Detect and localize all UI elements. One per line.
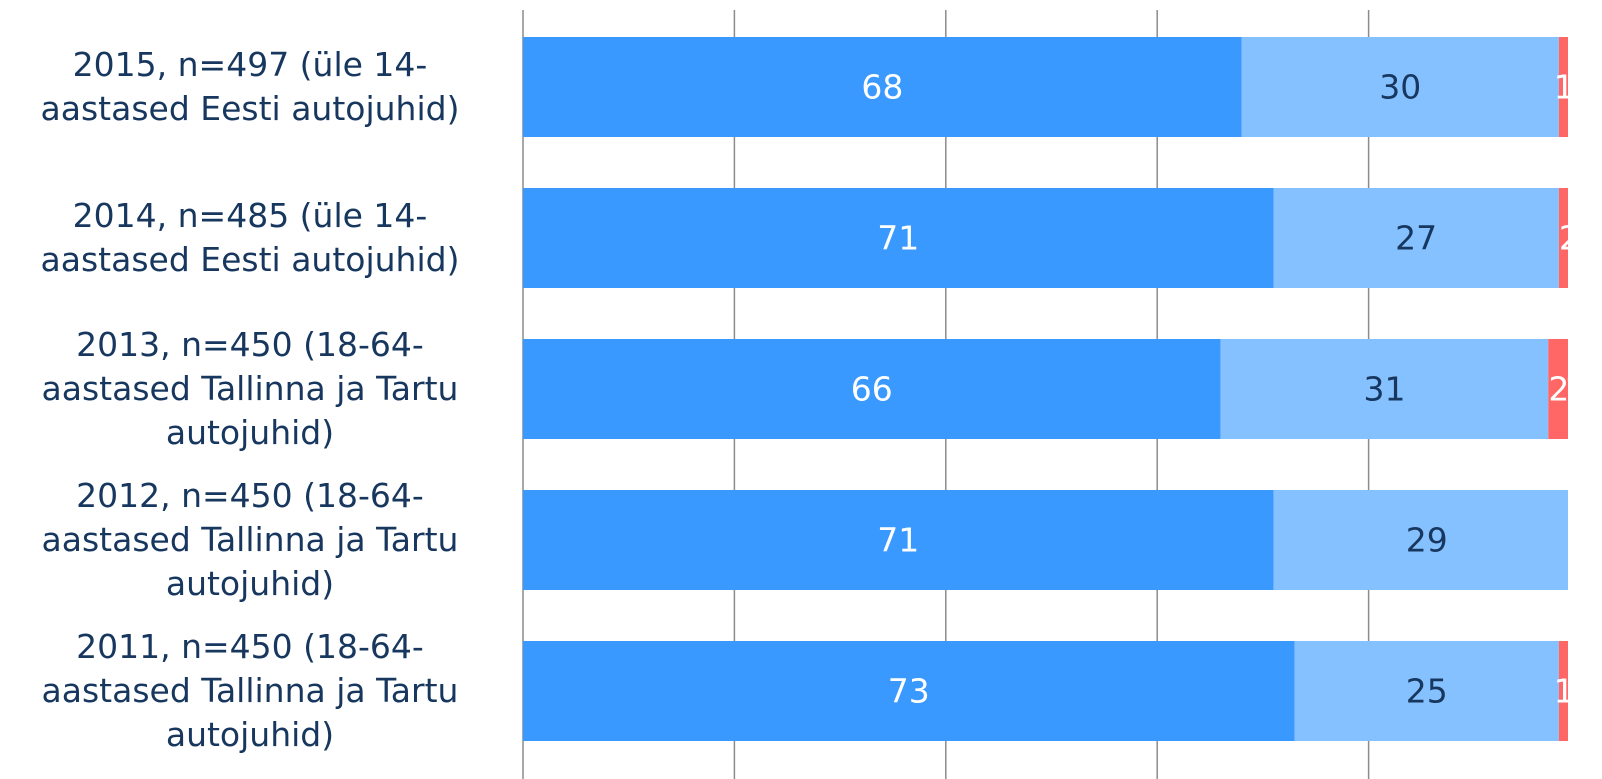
bar-segment xyxy=(523,339,1221,439)
bar-segment xyxy=(1569,339,1580,439)
category-label: 2013, n=450 (18-64- aastased Tallinna ja… xyxy=(41,325,459,452)
value-label: 71 xyxy=(877,521,919,560)
value-label: 71 xyxy=(877,219,919,258)
value-label: 1 xyxy=(1554,68,1575,107)
bar-segment xyxy=(1558,188,1568,288)
category-label: 2012, n=450 (18-64- aastased Tallinna ja… xyxy=(41,476,459,603)
bar-segment xyxy=(523,490,1274,590)
value-label: 31 xyxy=(1363,370,1405,409)
bar-segment xyxy=(1273,188,1559,288)
value-label: 2 xyxy=(1559,219,1580,258)
value-label: 73 xyxy=(888,672,930,711)
value-label: 2 xyxy=(1548,370,1569,409)
category-label: 2014, n=485 (üle 14- aastased Eesti auto… xyxy=(40,196,460,279)
bar-segment xyxy=(1548,339,1568,439)
category-label: 2015, n=497 (üle 14- aastased Eesti auto… xyxy=(40,45,460,128)
bar-segment xyxy=(523,188,1274,288)
bar-segment xyxy=(1241,37,1559,137)
bar-segment xyxy=(1558,641,1568,741)
value-label: 29 xyxy=(1406,521,1448,560)
value-label: 1 xyxy=(1564,370,1585,409)
value-label: 25 xyxy=(1406,672,1448,711)
bar-segment xyxy=(523,641,1295,741)
value-label: 66 xyxy=(851,370,893,409)
value-label: 30 xyxy=(1379,68,1421,107)
bar-segment xyxy=(1558,37,1568,137)
value-label: 27 xyxy=(1395,219,1437,258)
category-label: 2011, n=450 (18-64- aastased Tallinna ja… xyxy=(41,627,459,754)
bar-segment xyxy=(1220,339,1549,439)
value-label: 1 xyxy=(1554,672,1575,711)
bar-segment xyxy=(1273,490,1568,590)
bar-segment xyxy=(1294,641,1559,741)
value-label: 68 xyxy=(861,68,903,107)
bar-segment xyxy=(523,37,1242,137)
